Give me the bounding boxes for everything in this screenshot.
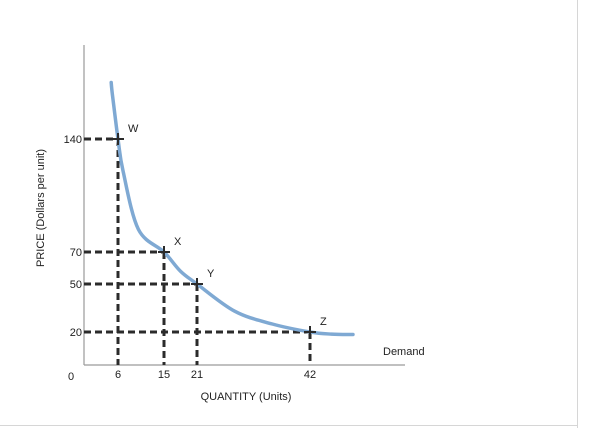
y-tick-label-20: 20 [70, 327, 82, 339]
x-tick-label-21: 21 [191, 369, 203, 381]
x-tick-label-42: 42 [304, 369, 316, 381]
labeled-points: W X Y Z [112, 123, 327, 338]
y-tick-label-70: 70 [70, 247, 82, 259]
axes [83, 45, 405, 366]
point-label-z: Z [320, 316, 327, 328]
y-axis-label: PRICE (Dollars per unit) [35, 149, 47, 267]
x-axis-label: QUANTITY (Units) [201, 391, 292, 403]
y-tick-label-140: 140 [64, 134, 82, 146]
dashed-guides [84, 137, 312, 365]
origin-label: 0 [68, 371, 74, 383]
point-label-w: W [128, 123, 139, 135]
frame-right-border [577, 0, 578, 428]
demand-curve-label: Demand [383, 346, 425, 358]
frame-bottom-border [0, 425, 578, 426]
demand-curve-group [109, 80, 355, 337]
point-label-y: Y [207, 268, 215, 280]
tick-labels: 6 15 21 42 140 70 50 20 [64, 134, 316, 381]
y-tick-label-50: 50 [70, 279, 82, 291]
x-tick-label-15: 15 [158, 369, 170, 381]
demand-curve [109, 80, 355, 337]
point-label-x: X [174, 236, 182, 248]
x-tick-label-6: 6 [115, 369, 121, 381]
